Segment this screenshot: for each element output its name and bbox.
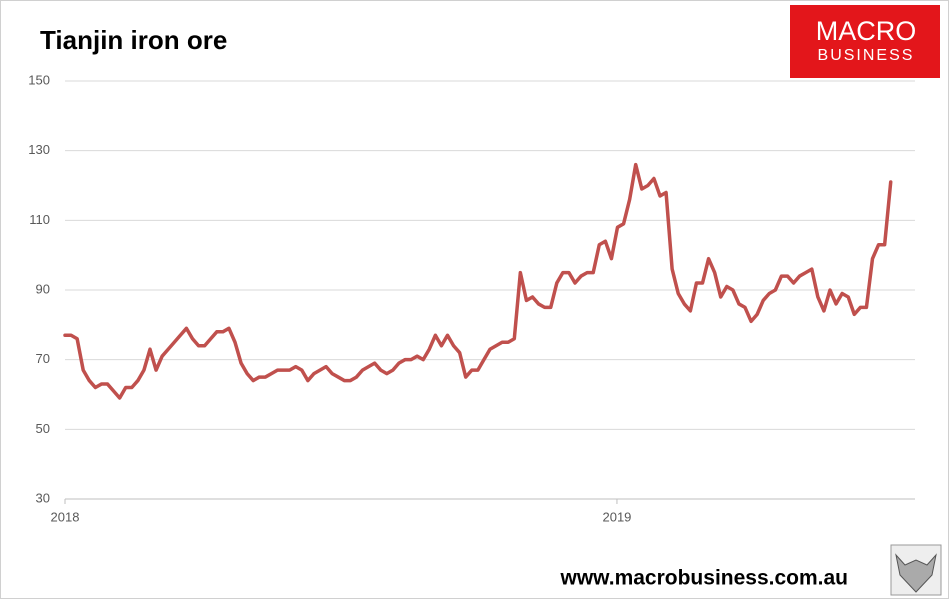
logo [790, 5, 940, 78]
logo-text: MACRO [816, 16, 917, 46]
chart-title: Tianjin iron ore [40, 25, 227, 55]
footer-url: www.macrobusiness.com.au [560, 567, 848, 590]
x-tick-label: 2018 [51, 509, 80, 524]
x-tick-label: 2019 [602, 509, 631, 524]
wolf-icon [895, 553, 937, 593]
y-tick-label: 30 [36, 490, 50, 505]
y-tick-label: 130 [28, 142, 50, 157]
y-tick-label: 150 [28, 72, 50, 87]
y-tick-label: 50 [36, 421, 50, 436]
line-series [63, 162, 893, 400]
logo-text: BUSINESS [818, 47, 915, 64]
y-tick-label: 90 [36, 281, 50, 296]
y-tick-label: 110 [29, 212, 50, 227]
y-tick-label: 70 [36, 351, 50, 366]
